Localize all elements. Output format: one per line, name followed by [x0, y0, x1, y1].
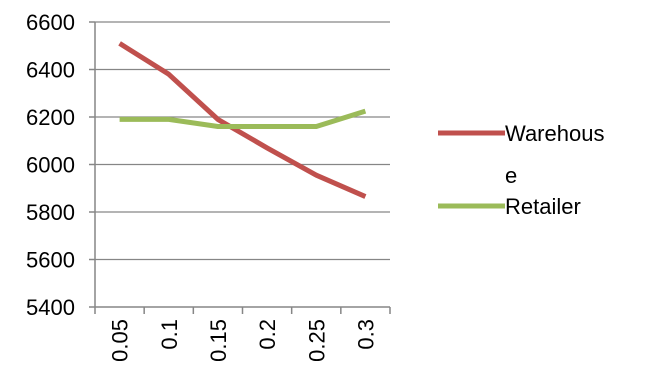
legend-item-retailer: Retailer [438, 194, 581, 219]
legend: Warehous e Retailer [438, 121, 604, 219]
legend-label: e [505, 163, 517, 188]
x-tick-label: 0.15 [206, 319, 231, 362]
y-tick-label: 6000 [26, 153, 75, 178]
y-tick-label: 6600 [26, 10, 75, 35]
y-tick-label: 6200 [26, 105, 75, 130]
y-tick-label: 5600 [26, 248, 75, 273]
x-tick-label: 0.05 [108, 319, 133, 362]
x-tick-label: 0.2 [255, 319, 280, 350]
legend-item-warehouse: Warehous e [438, 121, 604, 188]
tick-labels: 5400 5600 5800 6000 6200 6400 6600 0.05 0.1 0.15 0… [26, 10, 378, 362]
axes [89, 21, 391, 314]
x-tick-label: 0.1 [157, 319, 182, 350]
legend-label: Warehous [505, 121, 604, 146]
series-line-retailer [119, 108, 367, 129]
series-lines [118, 41, 367, 199]
y-tick-label: 5400 [26, 295, 75, 320]
legend-label: Retailer [505, 194, 581, 219]
x-tick-label: 0.3 [353, 319, 378, 350]
series-line-warehouse [118, 41, 367, 199]
x-tick-label: 0.25 [304, 319, 329, 362]
y-tick-label: 5800 [26, 200, 75, 225]
y-tick-label: 6400 [26, 58, 75, 83]
